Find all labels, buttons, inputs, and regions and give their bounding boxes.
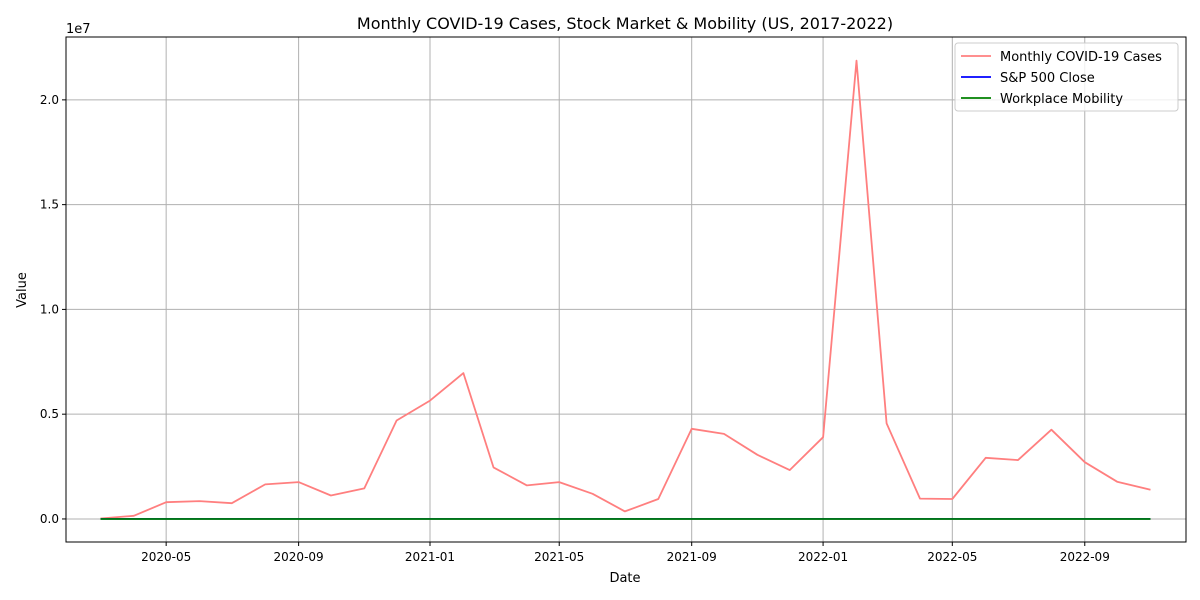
legend-label: Monthly COVID-19 Cases	[1000, 50, 1162, 65]
x-tick-label: 2022-05	[927, 550, 977, 564]
y-tick-label: 0.5	[40, 407, 59, 421]
y-axis-label: Value	[15, 272, 30, 308]
x-tick-label: 2020-05	[141, 550, 191, 564]
y-tick-label: 2.0	[40, 93, 59, 107]
x-tick-label: 2020-09	[274, 550, 324, 564]
legend: Monthly COVID-19 Cases S&P 500 Close Workp…	[954, 42, 1179, 112]
legend-box	[954, 42, 1179, 112]
x-tick-label: 2022-01	[798, 550, 848, 564]
y-axis-offset-label: 1e7	[66, 22, 91, 37]
x-tick-label: 2021-05	[534, 550, 584, 564]
x-axis-label: Date	[609, 571, 640, 586]
x-axis-ticks: 2020-05 2020-09 2021-01 2021-05 2021-09 2022-…	[141, 542, 1110, 564]
y-tick-label: 1.0	[40, 302, 59, 316]
chart-title: Monthly COVID-19 Cases, Stock Market & M…	[357, 14, 893, 33]
plot-frame	[65, 36, 1187, 543]
y-tick-label: 1.5	[40, 198, 59, 212]
x-tick-label: 2021-09	[667, 550, 717, 564]
x-tick-label: 2022-09	[1060, 550, 1110, 564]
series-line-1	[100, 59, 1151, 520]
legend-label: Workplace Mobility	[1000, 92, 1123, 107]
x-tick-label: 2021-01	[405, 550, 455, 564]
grid	[66, 37, 1186, 542]
series-lines	[100, 59, 1151, 520]
y-axis-ticks: 0.0 0.5 1.0 1.5 2.0	[40, 93, 66, 526]
legend-label: S&P 500 Close	[1000, 71, 1095, 86]
y-tick-label: 0.0	[40, 512, 59, 526]
